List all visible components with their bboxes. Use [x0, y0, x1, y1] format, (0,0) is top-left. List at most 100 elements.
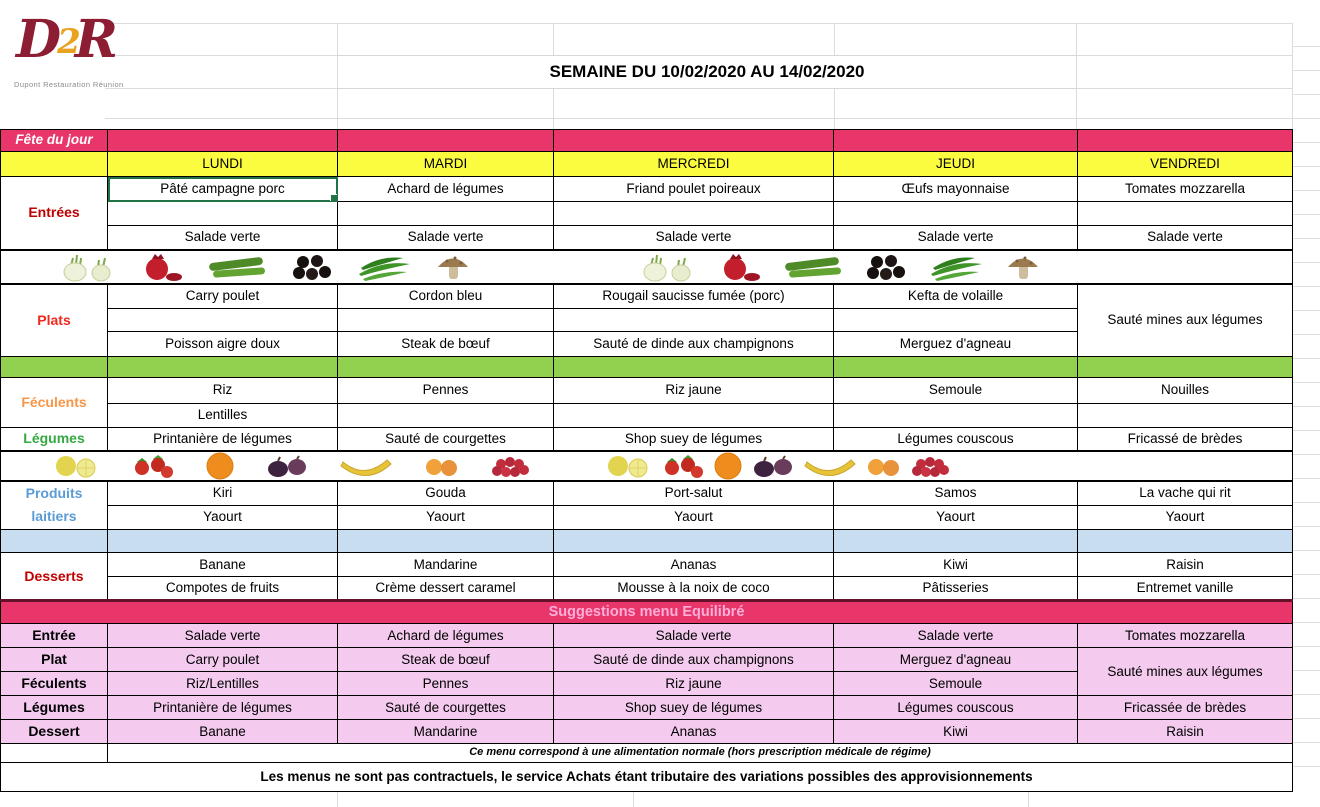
green-separator-cell[interactable]: [0, 356, 108, 378]
menu-cell[interactable]: Samos: [833, 479, 1078, 507]
green-separator-cell[interactable]: [107, 356, 338, 378]
section-label-desserts[interactable]: Desserts: [0, 552, 108, 602]
suggestion-label-entree[interactable]: Entrée: [0, 623, 108, 649]
menu-cell[interactable]: Ananas: [553, 552, 834, 578]
fete-cell[interactable]: [337, 129, 554, 152]
suggestion-cell[interactable]: Légumes couscous: [833, 695, 1078, 721]
suggestion-cell[interactable]: Kiwi: [833, 719, 1078, 745]
suggestion-cell[interactable]: Banane: [107, 719, 338, 745]
menu-cell[interactable]: Yaourt: [1077, 505, 1293, 531]
empty-corner-cell[interactable]: [0, 743, 108, 763]
menu-cell[interactable]: Kiri: [107, 479, 338, 507]
blue-separator-cell[interactable]: [833, 529, 1078, 554]
menu-cell-merged[interactable]: Sauté mines aux légumes: [1077, 283, 1293, 357]
green-separator-cell[interactable]: [337, 356, 554, 378]
suggestion-cell[interactable]: Salade verte: [553, 623, 834, 649]
menu-cell[interactable]: Merguez d'agneau: [833, 331, 1078, 357]
menu-cell[interactable]: Salade verte: [1077, 225, 1293, 250]
section-label-produits-laitiers[interactable]: Produits laitiers: [0, 479, 108, 531]
suggestion-label-dessert[interactable]: Dessert: [0, 719, 108, 745]
menu-cell[interactable]: [833, 201, 1078, 226]
menu-cell[interactable]: Compotes de fruits: [107, 576, 338, 602]
selected-cell-pate-campagne[interactable]: Pâté campagne porc: [107, 176, 338, 202]
menu-cell[interactable]: Kefta de volaille: [833, 283, 1078, 309]
menu-cell[interactable]: Raisin: [1077, 552, 1293, 578]
suggestion-cell[interactable]: Ananas: [553, 719, 834, 745]
menu-cell[interactable]: Friand poulet poireaux: [553, 176, 834, 202]
menu-cell[interactable]: Entremet vanille: [1077, 576, 1293, 602]
menu-cell[interactable]: Rougail saucisse fumée (porc): [553, 283, 834, 309]
menu-cell[interactable]: Pennes: [337, 377, 554, 404]
suggestion-cell[interactable]: Fricassée de brèdes: [1077, 695, 1293, 721]
menu-cell[interactable]: Shop suey de légumes: [553, 427, 834, 451]
suggestion-cell[interactable]: Merguez d'agneau: [833, 647, 1078, 673]
menu-cell[interactable]: Port-salut: [553, 479, 834, 507]
fete-cell[interactable]: [553, 129, 834, 152]
menu-cell[interactable]: [337, 308, 554, 332]
menu-cell[interactable]: Yaourt: [553, 505, 834, 531]
suggestion-cell[interactable]: Steak de bœuf: [337, 647, 554, 673]
suggestion-cell[interactable]: Tomates mozzarella: [1077, 623, 1293, 649]
suggestion-cell[interactable]: Shop suey de légumes: [553, 695, 834, 721]
suggestion-cell-merged[interactable]: Sauté mines aux légumes: [1077, 647, 1293, 697]
menu-cell[interactable]: Riz: [107, 377, 338, 404]
fete-cell[interactable]: [833, 129, 1078, 152]
menu-cell[interactable]: Banane: [107, 552, 338, 578]
suggestion-cell[interactable]: Sauté de dinde aux champignons: [553, 647, 834, 673]
menu-cell[interactable]: Salade verte: [107, 225, 338, 250]
menu-cell[interactable]: Tomates mozzarella: [1077, 176, 1293, 202]
menu-cell[interactable]: Yaourt: [337, 505, 554, 531]
day-header-mardi[interactable]: MARDI: [337, 151, 554, 177]
blue-separator-cell[interactable]: [337, 529, 554, 554]
suggestion-cell[interactable]: Riz/Lentilles: [107, 671, 338, 697]
menu-cell[interactable]: [833, 403, 1078, 428]
suggestion-cell[interactable]: Printanière de légumes: [107, 695, 338, 721]
menu-cell[interactable]: Œufs mayonnaise: [833, 176, 1078, 202]
menu-cell[interactable]: Kiwi: [833, 552, 1078, 578]
menu-cell[interactable]: Poisson aigre doux: [107, 331, 338, 357]
suggestion-cell[interactable]: Sauté de courgettes: [337, 695, 554, 721]
menu-cell[interactable]: Gouda: [337, 479, 554, 507]
menu-cell[interactable]: Pâtisseries: [833, 576, 1078, 602]
green-separator-cell[interactable]: [553, 356, 834, 378]
menu-cell[interactable]: Printanière de légumes: [107, 427, 338, 451]
section-label-legumes[interactable]: Légumes: [0, 427, 108, 451]
suggestion-label-feculents[interactable]: Féculents: [0, 671, 108, 697]
menu-cell[interactable]: [1077, 403, 1293, 428]
menu-cell[interactable]: [337, 201, 554, 226]
menu-cell[interactable]: Sauté de dinde aux champignons: [553, 331, 834, 357]
menu-cell[interactable]: [1077, 201, 1293, 226]
blue-separator-cell[interactable]: [553, 529, 834, 554]
menu-cell[interactable]: [553, 308, 834, 332]
menu-cell[interactable]: [553, 201, 834, 226]
blue-separator-cell[interactable]: [107, 529, 338, 554]
suggestion-cell[interactable]: Semoule: [833, 671, 1078, 697]
menu-cell[interactable]: Sauté de courgettes: [337, 427, 554, 451]
suggestion-cell[interactable]: Salade verte: [107, 623, 338, 649]
menu-cell[interactable]: Fricassé de brèdes: [1077, 427, 1293, 451]
suggestion-label-plat[interactable]: Plat: [0, 647, 108, 673]
blue-separator-cell[interactable]: [1077, 529, 1293, 554]
suggestion-cell[interactable]: Pennes: [337, 671, 554, 697]
menu-cell[interactable]: Yaourt: [833, 505, 1078, 531]
menu-cell[interactable]: [107, 201, 338, 226]
suggestion-cell[interactable]: Salade verte: [833, 623, 1078, 649]
suggestion-cell[interactable]: Raisin: [1077, 719, 1293, 745]
menu-cell[interactable]: Steak de bœuf: [337, 331, 554, 357]
menu-cell[interactable]: [337, 403, 554, 428]
day-header-vendredi[interactable]: VENDREDI: [1077, 151, 1293, 177]
menu-cell[interactable]: Mousse à la noix de coco: [553, 576, 834, 602]
menu-cell[interactable]: Riz jaune: [553, 377, 834, 404]
blue-separator-cell[interactable]: [0, 529, 108, 554]
menu-cell[interactable]: [833, 308, 1078, 332]
day-header-mercredi[interactable]: MERCREDI: [553, 151, 834, 177]
fete-du-jour-label[interactable]: Fête du jour: [0, 129, 108, 152]
menu-cell[interactable]: [553, 403, 834, 428]
menu-cell[interactable]: Carry poulet: [107, 283, 338, 309]
day-header-lundi[interactable]: LUNDI: [107, 151, 338, 177]
menu-cell[interactable]: Yaourt: [107, 505, 338, 531]
green-separator-cell[interactable]: [833, 356, 1078, 378]
section-label-entrees[interactable]: Entrées: [0, 176, 108, 250]
menu-cell[interactable]: Salade verte: [833, 225, 1078, 250]
suggestion-cell[interactable]: Riz jaune: [553, 671, 834, 697]
